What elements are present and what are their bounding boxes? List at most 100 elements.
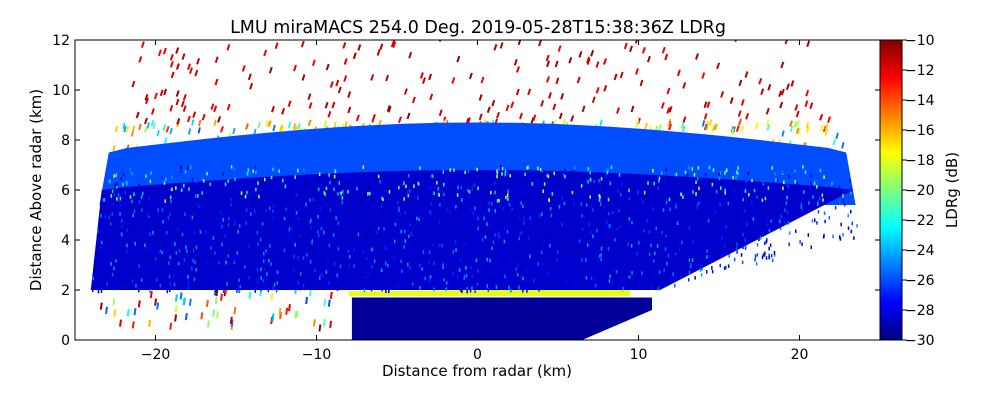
cloud-speckle bbox=[505, 195, 507, 200]
cloud-speckle bbox=[442, 242, 444, 247]
ldr-mark bbox=[285, 307, 289, 315]
cloud-speckle bbox=[230, 202, 232, 207]
cloud-speckle bbox=[556, 217, 559, 221]
ldr-mark bbox=[114, 125, 119, 133]
cloud-speckle bbox=[617, 231, 620, 236]
cloud-speckle bbox=[265, 208, 267, 213]
cloud-speckle bbox=[110, 262, 112, 266]
ldr-mark bbox=[428, 73, 433, 81]
cloud-speckle bbox=[325, 186, 328, 191]
ldr-mark bbox=[137, 300, 141, 308]
cloud-speckle bbox=[338, 249, 340, 254]
ldr-mark bbox=[695, 53, 699, 60]
cloud-speckle bbox=[784, 208, 786, 212]
ldr-mark bbox=[827, 116, 831, 124]
cloud-speckle bbox=[413, 216, 415, 220]
cloud-speckle bbox=[409, 223, 411, 227]
ldr-mark bbox=[297, 123, 301, 130]
cloud-speckle bbox=[578, 239, 581, 243]
cloud-speckle bbox=[132, 213, 134, 218]
ldr-mark bbox=[146, 122, 150, 129]
cloud-speckle bbox=[527, 236, 530, 241]
cloud-speckle bbox=[109, 179, 111, 184]
ldr-mark bbox=[824, 129, 828, 136]
colorbar-tick-label: −14 bbox=[905, 93, 935, 109]
ldr-mark bbox=[516, 66, 520, 73]
cloud-speckle bbox=[379, 268, 381, 272]
cloud-speckle bbox=[769, 216, 771, 221]
ldr-mark bbox=[548, 92, 552, 99]
cloud-speckle bbox=[384, 246, 387, 251]
cloud-speckle bbox=[362, 165, 365, 169]
ldr-mark bbox=[545, 54, 550, 62]
cloud-speckle bbox=[549, 207, 552, 211]
cloud-speckle bbox=[275, 243, 278, 247]
cloud-speckle bbox=[823, 175, 825, 179]
cloud-speckle bbox=[101, 214, 104, 218]
cloud-speckle bbox=[233, 264, 235, 268]
cloud-speckle bbox=[490, 272, 492, 276]
cloud-speckle bbox=[342, 255, 345, 260]
cloud-speckle bbox=[369, 187, 371, 191]
cloud-speckle bbox=[420, 253, 423, 257]
cloud-speckle bbox=[324, 192, 326, 196]
cloud-speckle bbox=[706, 270, 708, 274]
cloud-speckle bbox=[456, 275, 459, 279]
cloud-speckle bbox=[564, 168, 566, 173]
cloud-speckle bbox=[222, 218, 225, 222]
cloud-speckle bbox=[713, 211, 716, 215]
cloud-speckle bbox=[469, 190, 471, 194]
cloud-speckle bbox=[761, 255, 764, 259]
cloud-speckle bbox=[289, 223, 291, 228]
cloud-speckle bbox=[547, 174, 550, 179]
cloud-speckle bbox=[701, 266, 703, 271]
cloud-speckle bbox=[498, 235, 500, 239]
ldr-mark bbox=[456, 55, 461, 63]
cloud-speckle bbox=[377, 226, 380, 231]
cloud-speckle bbox=[100, 289, 103, 293]
cloud-speckle bbox=[193, 269, 196, 273]
ldr-mark bbox=[197, 127, 201, 134]
cloud-speckle bbox=[747, 171, 750, 176]
cloud-speckle bbox=[398, 208, 401, 212]
cloud-speckle bbox=[280, 191, 282, 196]
cloud-speckle bbox=[415, 262, 418, 266]
cloud-speckle bbox=[311, 241, 313, 245]
cloud-speckle bbox=[97, 229, 99, 233]
cloud-speckle bbox=[759, 236, 762, 240]
ldr-mark bbox=[795, 120, 800, 127]
ldr-mark bbox=[113, 309, 117, 317]
cloud-speckle bbox=[98, 251, 101, 255]
cloud-speckle bbox=[541, 212, 543, 217]
cloud-speckle bbox=[587, 167, 590, 171]
colorbar-ticks: −30−28−26−24−22−20−18−16−14−12−10 bbox=[902, 33, 935, 349]
cloud-speckle bbox=[616, 227, 619, 231]
cloud-speckle bbox=[491, 202, 493, 206]
cloud-speckle bbox=[138, 264, 140, 268]
cloud-speckle bbox=[340, 178, 342, 182]
cloud-speckle bbox=[362, 278, 364, 282]
cloud-speckle bbox=[688, 166, 690, 170]
cloud-speckle bbox=[546, 173, 548, 178]
cloud-speckle bbox=[801, 242, 803, 246]
cloud-speckle bbox=[589, 177, 592, 182]
cloud-speckle bbox=[106, 282, 109, 287]
ldr-mark bbox=[778, 90, 783, 98]
cloud-speckle bbox=[692, 240, 694, 245]
cloud-speckle bbox=[641, 271, 643, 275]
cloud-speckle bbox=[413, 201, 415, 206]
cloud-speckle bbox=[725, 225, 728, 229]
cloud-speckle bbox=[171, 249, 173, 254]
cloud-speckle bbox=[490, 238, 492, 242]
cloud-speckle bbox=[282, 247, 284, 252]
cloud-speckle bbox=[504, 172, 506, 177]
cloud-speckle bbox=[653, 181, 655, 186]
cloud-speckle bbox=[573, 202, 575, 207]
cloud-speckle bbox=[496, 199, 499, 203]
cloud-speckle bbox=[745, 244, 747, 249]
cloud-speckle bbox=[452, 272, 455, 276]
cloud-speckle bbox=[630, 282, 632, 286]
cloud-speckle bbox=[171, 187, 173, 192]
cloud-speckle bbox=[299, 177, 301, 182]
cloud-speckle bbox=[561, 195, 563, 200]
